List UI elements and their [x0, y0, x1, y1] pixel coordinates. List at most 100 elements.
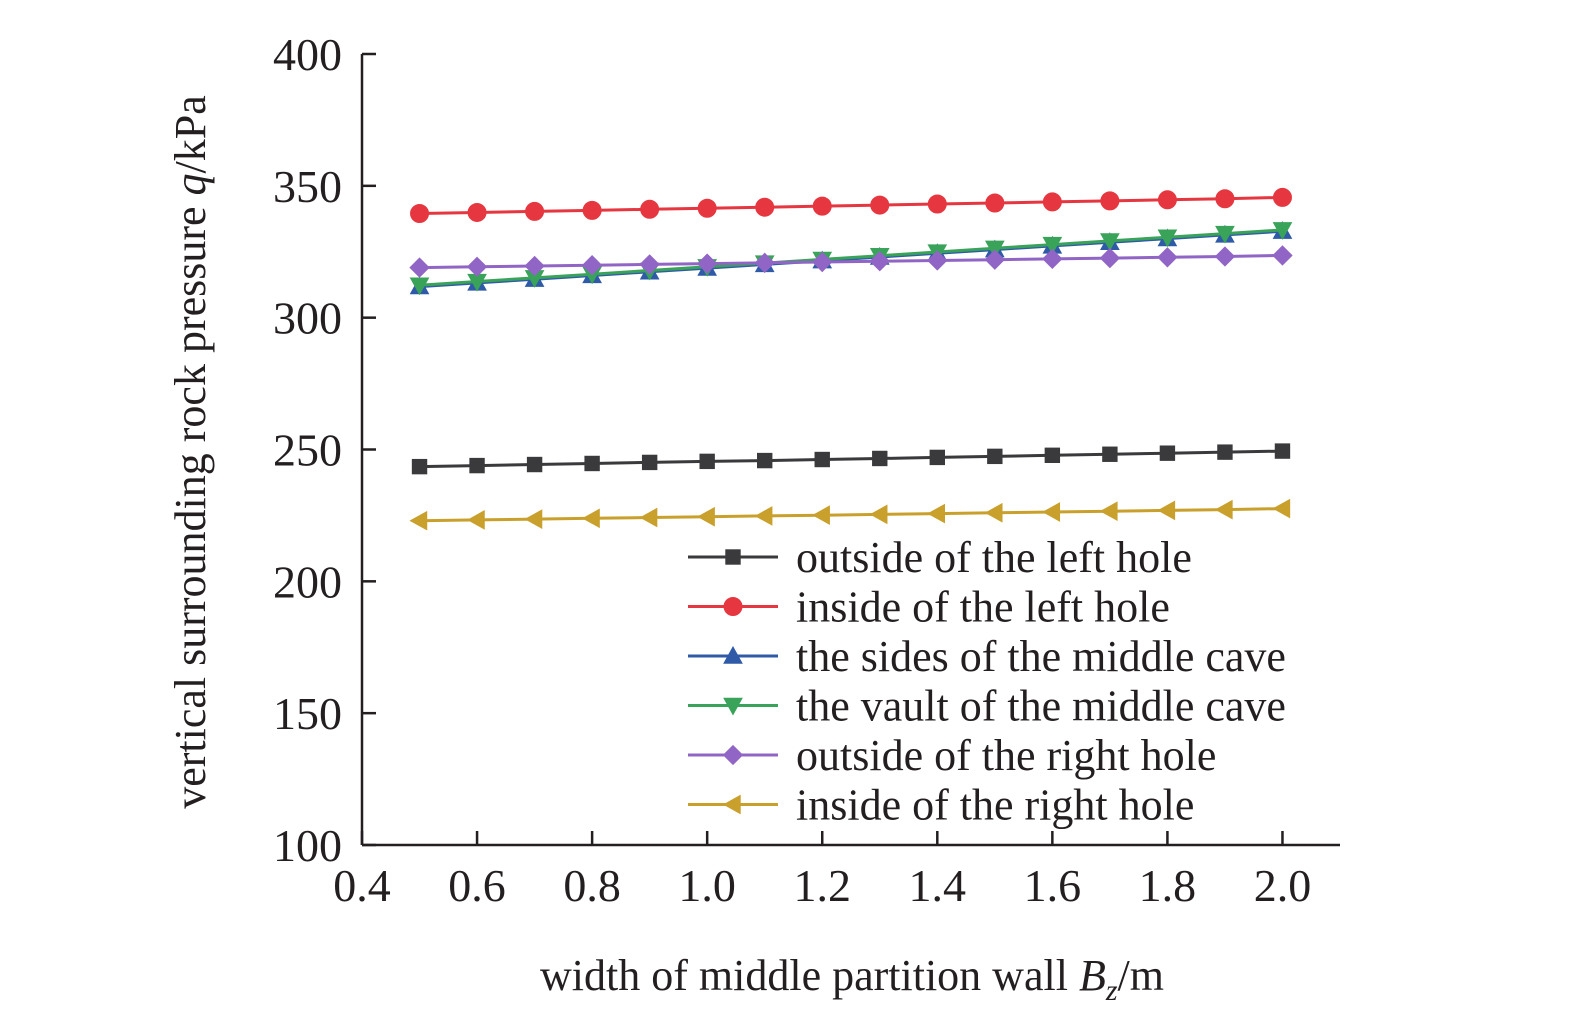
series-line [409, 245, 1293, 278]
data-point [697, 198, 717, 218]
data-point [524, 255, 545, 277]
y-tick-label: 100 [273, 820, 342, 871]
data-point [929, 449, 945, 466]
legend-label: outside of the left hole [796, 533, 1192, 582]
data-point [927, 503, 945, 524]
data-point [1272, 245, 1293, 266]
x-tick-label: 1.8 [1139, 860, 1197, 911]
data-point [1102, 446, 1118, 462]
data-point [1042, 248, 1063, 270]
data-point [409, 510, 428, 531]
data-point [1100, 191, 1120, 211]
series-path [419, 449, 1283, 469]
data-point [927, 250, 948, 271]
legend-label: the vault of the middle cave [796, 682, 1286, 731]
data-point [987, 448, 1003, 465]
series-path [419, 195, 1283, 215]
data-point [1272, 498, 1291, 519]
data-point [466, 256, 488, 277]
data-point [524, 509, 543, 529]
data-point [1215, 225, 1235, 244]
data-point [1042, 502, 1061, 522]
x-tick-label: 1.4 [909, 860, 967, 911]
data-point [985, 193, 1005, 213]
x-tick-label: 0.6 [448, 860, 506, 911]
series-line [410, 187, 1292, 224]
series-path [419, 228, 1283, 287]
data-point [582, 508, 600, 529]
y-tick-label: 250 [273, 425, 342, 476]
data-point [754, 252, 775, 273]
data-point [984, 240, 1005, 259]
legend-item: inside of the right hole [688, 781, 1194, 830]
data-point [581, 255, 603, 276]
data-point [754, 506, 773, 526]
y-tick-label: 350 [273, 161, 342, 212]
data-point [697, 506, 715, 527]
data-point [409, 257, 430, 278]
data-point [1099, 247, 1121, 269]
legend-item: outside of the left hole [688, 533, 1192, 582]
data-point [1157, 247, 1178, 268]
data-point [1272, 222, 1293, 240]
data-point [1215, 189, 1235, 209]
x-tick-label: 1.2 [793, 860, 851, 911]
data-point [812, 505, 830, 526]
data-point [640, 199, 660, 219]
x-tick-label: 1.6 [1024, 860, 1082, 911]
data-point [467, 510, 485, 530]
data-point [872, 450, 888, 467]
data-point [927, 194, 947, 214]
series-line [409, 222, 1293, 296]
data-point [869, 251, 890, 272]
data-point [526, 456, 543, 473]
data-point [1099, 501, 1118, 522]
series-line [411, 443, 1291, 475]
data-point [639, 254, 660, 275]
series-layer [409, 187, 1293, 531]
data-point [697, 253, 718, 274]
series-path [419, 253, 1283, 270]
x-tick-label: 2.0 [1254, 860, 1312, 911]
data-point [1042, 236, 1063, 255]
legend-item: the vault of the middle cave [688, 682, 1286, 731]
data-point [410, 204, 430, 224]
legend-label: the sides of the middle cave [796, 632, 1286, 681]
legend-marker [723, 697, 743, 716]
y-tick-label: 400 [273, 29, 342, 80]
legend-item: outside of the right hole [688, 731, 1216, 780]
data-point [984, 249, 1005, 270]
data-point [1217, 444, 1233, 460]
x-axis-title: width of middle partition wall Bz/m [540, 951, 1164, 1007]
legend-marker [723, 645, 743, 664]
data-point [812, 251, 833, 273]
y-tick-label: 150 [273, 688, 342, 739]
data-point [869, 504, 888, 525]
data-point [1214, 246, 1236, 267]
data-point [525, 201, 545, 221]
legend-marker [722, 744, 744, 766]
data-point [984, 502, 1003, 523]
data-point [467, 202, 487, 222]
legend-marker [723, 597, 743, 616]
legend-marker [725, 549, 741, 565]
legend-marker [722, 794, 741, 815]
series-path [419, 507, 1283, 523]
y-tick-label: 200 [273, 556, 342, 607]
x-tick-label: 0.8 [563, 860, 621, 911]
data-point [1274, 443, 1291, 459]
data-point [584, 455, 600, 472]
data-point [699, 453, 715, 470]
legend-label: outside of the right hole [796, 731, 1216, 780]
data-point [870, 195, 890, 215]
data-point [757, 452, 773, 469]
legend-label: inside of the left hole [796, 583, 1170, 632]
data-point [409, 277, 430, 296]
data-point [814, 451, 830, 468]
x-tick-label: 1.0 [678, 860, 736, 911]
legend-item: inside of the left hole [688, 583, 1170, 632]
data-point [582, 200, 602, 220]
data-point [812, 196, 832, 216]
legend-item: the sides of the middle cave [688, 632, 1286, 681]
